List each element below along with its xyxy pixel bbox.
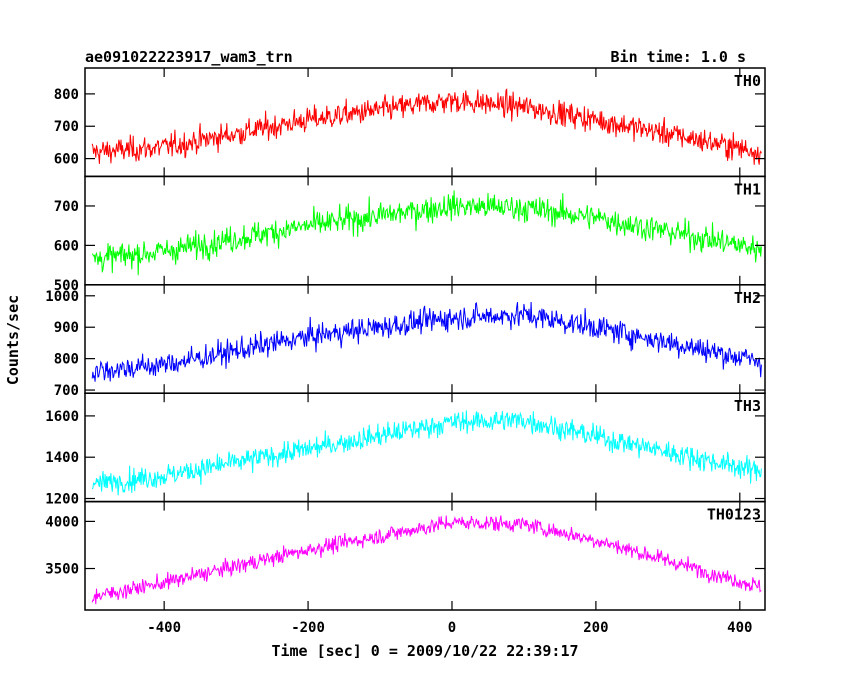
x-tick-label: 200 — [583, 620, 608, 636]
bin-time-label: Bin time: 1.0 s — [611, 48, 746, 66]
y-tick-label: 3500 — [45, 562, 79, 578]
panel-frame-th0123 — [84, 500, 766, 611]
panel-label-th2: TH2 — [734, 289, 761, 307]
series-line-th0123 — [91, 515, 762, 605]
y-tick-label: 600 — [54, 238, 79, 254]
y-tick-label: 700 — [54, 119, 79, 135]
y-tick-label: 800 — [54, 352, 79, 368]
panel-frame-th3 — [84, 392, 766, 503]
x-tick-label: 0 — [448, 620, 456, 636]
y-tick-label: 1200 — [45, 492, 79, 508]
y-tick-label: 600 — [54, 152, 79, 168]
y-axis-label: Counts/sec — [4, 295, 22, 385]
y-tick-label: 4000 — [45, 514, 79, 530]
chart-title: ae091022223917_wam3_trn — [85, 48, 293, 66]
panel-label-th0123: TH0123 — [707, 506, 761, 524]
y-tick-label: 1600 — [45, 409, 79, 425]
panels-group: 600 700 800 TH0 500 600 700 TH1 700 800 900 1000 TH2… — [45, 67, 766, 636]
x-tick-label: 400 — [727, 620, 752, 636]
y-tick-label: 1000 — [45, 289, 79, 305]
y-tick-label: 500 — [54, 278, 79, 294]
y-tick-label: 700 — [54, 199, 79, 215]
y-tick-label: 900 — [54, 320, 79, 336]
series-line-th0 — [91, 88, 762, 165]
series-line-th1 — [91, 190, 762, 276]
x-tick-label: -400 — [147, 620, 181, 636]
y-tick-label: 800 — [54, 87, 79, 103]
panel-label-th1: TH1 — [734, 180, 761, 198]
panel-label-th0: TH0 — [734, 72, 761, 90]
y-tick-label: 700 — [54, 383, 79, 399]
y-tick-label: 1400 — [45, 450, 79, 466]
panel-frame-th0 — [84, 67, 766, 178]
x-tick-label: -200 — [291, 620, 325, 636]
series-line-th2 — [91, 301, 762, 382]
x-axis-label: Time [sec] 0 = 2009/10/22 22:39:17 — [271, 642, 578, 660]
panel-label-th3: TH3 — [734, 397, 761, 415]
series-line-th3 — [91, 410, 762, 496]
